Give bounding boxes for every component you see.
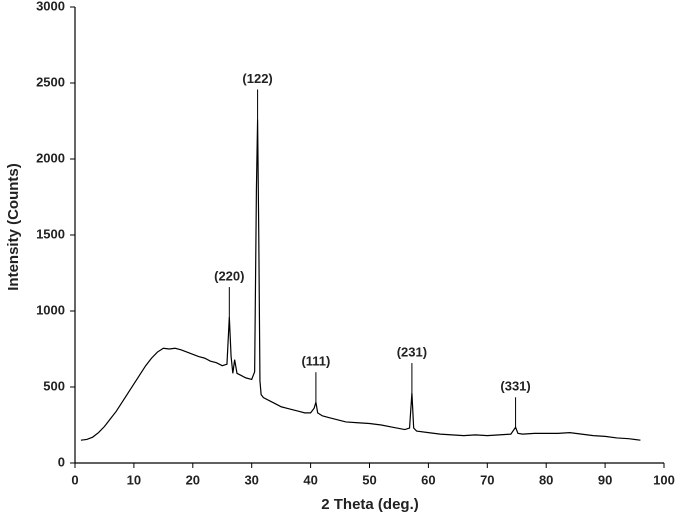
y-tick-label: 2500: [36, 74, 65, 89]
y-axis-label: Intensity (Counts): [5, 163, 22, 291]
y-tick-label: 2000: [36, 150, 65, 165]
x-tick-label: 80: [539, 472, 553, 487]
annotation: (331): [500, 379, 530, 394]
y-tick-label: 1000: [36, 302, 65, 317]
x-tick-label: 60: [421, 472, 435, 487]
y-tick-label: 3000: [36, 0, 65, 13]
annotation: (220): [214, 269, 244, 284]
x-tick-label: 70: [480, 472, 494, 487]
x-tick-label: 10: [127, 472, 141, 487]
annotation: (111): [301, 354, 330, 369]
annotation: (231): [397, 345, 427, 360]
y-tick-label: 1500: [36, 226, 65, 241]
data-line: [80, 119, 641, 441]
x-tick-label: 90: [598, 472, 612, 487]
y-tick-label: 0: [58, 454, 65, 469]
x-tick-label: 20: [186, 472, 200, 487]
x-tick-label: 100: [653, 472, 675, 487]
annotation: (122): [242, 71, 272, 86]
x-tick-label: 40: [303, 472, 317, 487]
x-tick-label: 0: [71, 472, 78, 487]
y-tick-label: 500: [43, 378, 65, 393]
x-tick-label: 50: [362, 472, 376, 487]
x-tick-label: 30: [244, 472, 258, 487]
x-axis-label: 2 Theta (deg.): [321, 496, 419, 513]
